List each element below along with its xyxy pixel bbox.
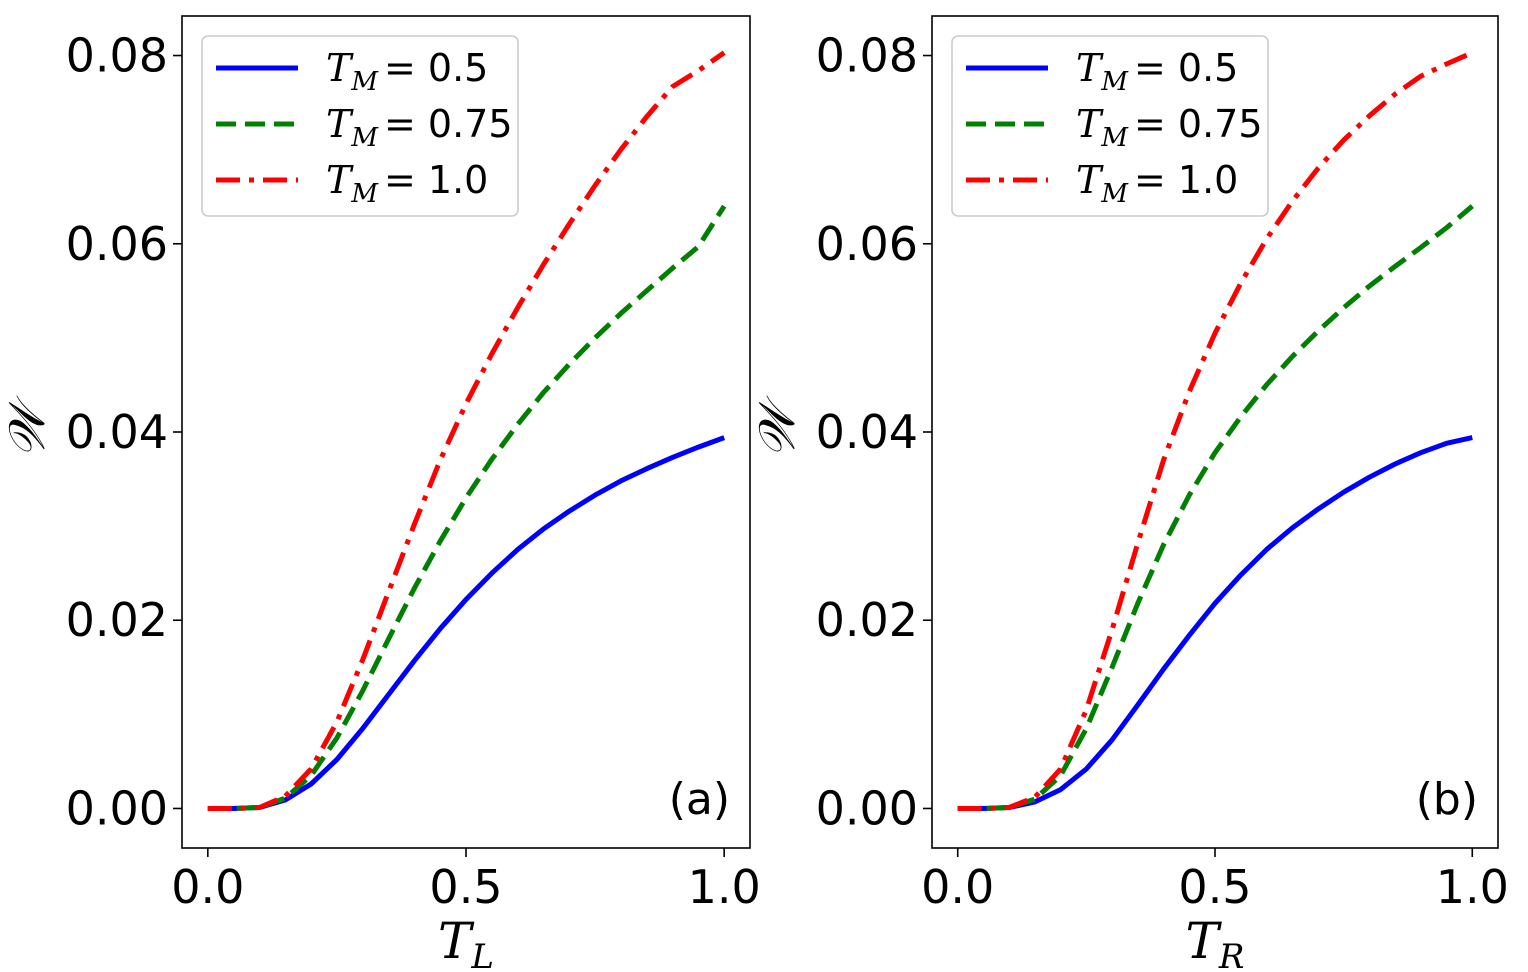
y-tick-label: 0.08 [66,29,168,83]
y-tick-label: 0.06 [816,217,918,271]
panel-label: (b) [1416,774,1478,825]
legend-subscript: M [350,123,379,153]
legend-label-0: TM = 0.5 [1076,46,1238,97]
legend-value: = 0.75 [1134,102,1263,146]
y-tick-label: 0.02 [66,593,168,647]
series-line-0 [207,435,726,811]
x-axis-label-subscript: R [1218,937,1245,972]
legend-value: = 0.75 [384,102,513,146]
y-tick-label: 0.08 [816,29,918,83]
legend-box [201,35,519,217]
x-axis-label-subscript: L [470,937,494,972]
series-line-1 [957,204,1474,811]
legend-label-0: TM = 0.5 [326,46,488,97]
legend-label-2: TM = 1.0 [326,158,488,209]
panel-label: (a) [669,774,730,825]
y-tick-label: 0.00 [816,781,918,835]
x-tick-label: 0.0 [171,860,244,914]
series-line-0 [957,435,1473,811]
y-tick-label: 0.02 [816,593,918,647]
legend-subscript: M [350,67,379,97]
series-line-1 [207,204,727,811]
x-axis-label: TL [438,912,494,972]
legend-symbol: T [1076,158,1104,202]
x-tick-label: 0.5 [429,860,502,914]
series-line-2 [957,50,1474,811]
legend-subscript: M [1100,179,1129,209]
legend-label-2: TM = 1.0 [1076,158,1238,209]
x-tick-label: 1.0 [688,860,761,914]
x-axis-label-symbol: T [438,912,475,970]
legend-value: = 0.5 [384,46,488,90]
legend-label-1: TM = 0.75 [1076,102,1263,153]
legend-symbol: T [326,158,354,202]
legend-symbol: T [1076,102,1104,146]
legend-value: = 0.5 [1134,46,1238,90]
legend-subscript: M [1100,123,1129,153]
y-axis-label: 𝒲 [748,395,806,458]
y-tick-label: 0.04 [66,405,168,459]
legend-subscript: M [1100,67,1129,97]
x-tick-label: 0.0 [921,860,994,914]
legend-label-1: TM = 0.75 [326,102,513,153]
x-axis-label: TR [1186,912,1245,972]
legend-symbol: T [326,46,354,90]
y-tick-label: 0.00 [66,781,168,835]
legend-box [951,35,1269,217]
y-axis-label: 𝒲 [0,395,56,458]
x-tick-label: 0.5 [1178,860,1251,914]
legend-value: = 1.0 [384,158,488,202]
y-tick-label: 0.06 [66,217,168,271]
y-tick-label: 0.04 [816,405,918,459]
legend-symbol: T [1076,46,1104,90]
legend-subscript: M [350,179,379,209]
x-axis-label-symbol: T [1186,912,1223,970]
x-tick-label: 1.0 [1436,860,1509,914]
legend-value: = 1.0 [1134,158,1238,202]
legend-symbol: T [326,102,354,146]
